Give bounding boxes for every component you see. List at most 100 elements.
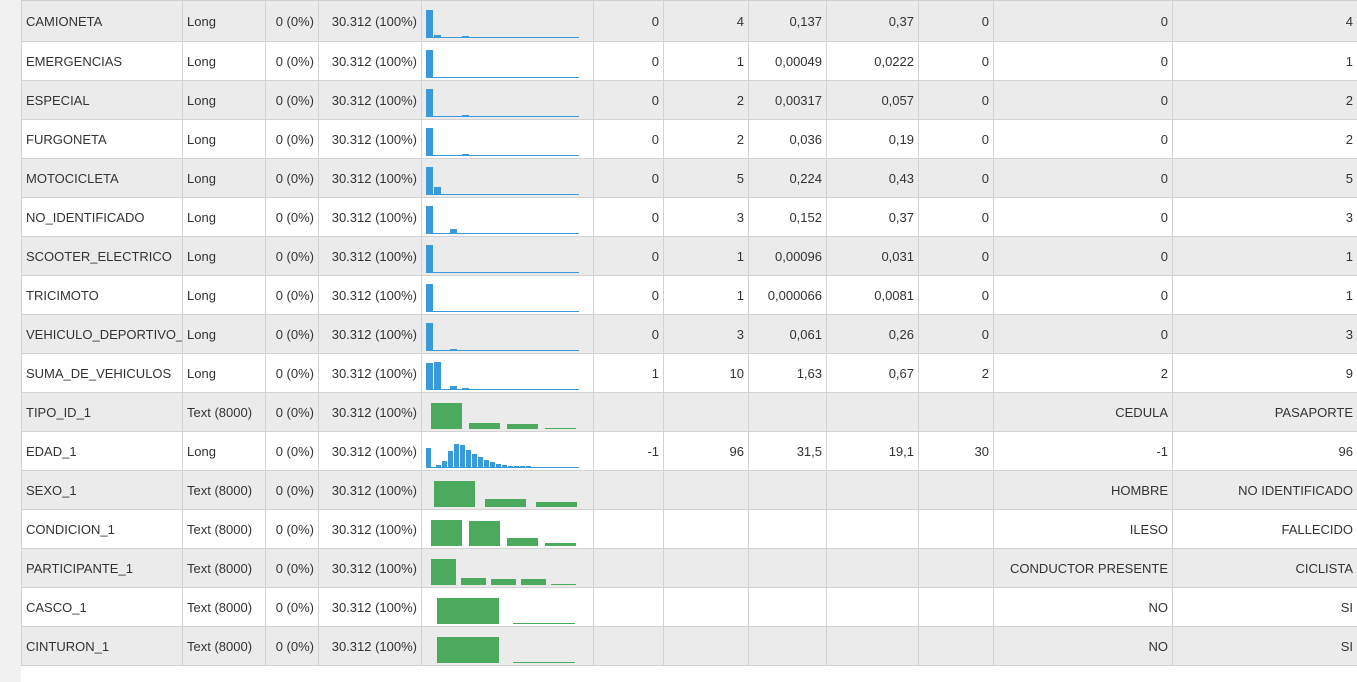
median-cell [918, 392, 994, 432]
std-dev-cell: 0,26 [826, 314, 919, 354]
last-value-cell: CICLISTA [1172, 548, 1357, 588]
histogram-bar [536, 501, 577, 507]
histogram-bar [450, 228, 457, 234]
table-row[interactable]: VEHICULO_DEPORTIVO_ Long 0 (0%) 30.312 (100… [21, 314, 1357, 354]
column-type-cell: Text (8000) [182, 587, 266, 627]
histogram-cell [421, 392, 594, 432]
histogram-bar [434, 480, 475, 507]
max-cell [663, 548, 749, 588]
histogram-bar [491, 578, 516, 585]
min-cell [593, 392, 664, 432]
histogram-bar [545, 427, 576, 429]
distinct-count-cell: 30.312 (100%) [318, 314, 422, 354]
min-cell: 0 [593, 80, 664, 120]
histogram-bar [426, 49, 433, 78]
std-dev-cell [826, 509, 919, 549]
histogram-chart [426, 48, 579, 78]
first-value-cell: 0 [993, 0, 1173, 42]
column-type-cell: Long [182, 314, 266, 354]
statistics-table-container: CAMIONETA Long 0 (0%) 30.312 (100%) 0 4 0,137 0… [21, 0, 1357, 682]
histogram-chart [426, 282, 579, 312]
first-value-cell: ILESO [993, 509, 1173, 549]
table-row[interactable]: EMERGENCIAS Long 0 (0%) 30.312 (100%) 0 1 0,00… [21, 41, 1357, 81]
std-dev-cell: 19,1 [826, 431, 919, 471]
missing-count-cell: 0 (0%) [265, 353, 319, 393]
first-value-cell: 0 [993, 119, 1173, 159]
median-cell: 0 [918, 197, 994, 237]
histogram-bar [462, 114, 469, 117]
table-row[interactable]: SUMA_DE_VEHICULOS Long 0 (0%) 30.312 (100%)… [21, 353, 1357, 393]
histogram-chart [426, 243, 579, 273]
table-row[interactable]: CONDICION_1 Text (8000) 0 (0%) 30.312 (100%… [21, 509, 1357, 549]
distinct-count-cell: 30.312 (100%) [318, 80, 422, 120]
mean-cell: 0,00317 [748, 80, 827, 120]
missing-count-cell: 0 (0%) [265, 626, 319, 666]
median-cell: 0 [918, 80, 994, 120]
histogram-baseline [426, 154, 579, 156]
min-cell: 1 [593, 353, 664, 393]
last-value-cell: SI [1172, 587, 1357, 627]
table-row[interactable]: CASCO_1 Text (8000) 0 (0%) 30.312 (100%) NO S… [21, 587, 1357, 627]
distinct-count-cell: 30.312 (100%) [318, 275, 422, 315]
histogram-bar [551, 583, 576, 585]
median-cell [918, 548, 994, 588]
first-value-cell: -1 [993, 431, 1173, 471]
histogram-cell [421, 626, 594, 666]
histogram-bar [462, 35, 469, 38]
table-row[interactable]: NO_IDENTIFICADO Long 0 (0%) 30.312 (100%) 0 3… [21, 197, 1357, 237]
column-name-cell: SUMA_DE_VEHICULOS [21, 353, 183, 393]
table-row[interactable]: EDAD_1 Long 0 (0%) 30.312 (100%) -1 96 31,5 19,… [21, 431, 1357, 471]
column-type-cell: Text (8000) [182, 509, 266, 549]
table-row[interactable]: CINTURON_1 Text (8000) 0 (0%) 30.312 (100%)… [21, 626, 1357, 666]
distinct-count-cell: 30.312 (100%) [318, 158, 422, 198]
max-cell: 1 [663, 236, 749, 276]
histogram-bar [478, 456, 483, 468]
histogram-baseline [426, 193, 579, 195]
max-cell: 3 [663, 314, 749, 354]
column-name-cell: CASCO_1 [21, 587, 183, 627]
mean-cell [748, 548, 827, 588]
table-row[interactable]: FURGONETA Long 0 (0%) 30.312 (100%) 0 2 0,036 0… [21, 119, 1357, 159]
histogram-chart [426, 360, 579, 390]
table-row[interactable]: SEXO_1 Text (8000) 0 (0%) 30.312 (100%) HOMB… [21, 470, 1357, 510]
last-value-cell: 1 [1172, 41, 1357, 81]
histogram-bar [426, 9, 433, 38]
histogram-chart [426, 321, 579, 351]
histogram-cell [421, 548, 594, 588]
missing-count-cell: 0 (0%) [265, 41, 319, 81]
table-row[interactable]: ESPECIAL Long 0 (0%) 30.312 (100%) 0 2 0,00317… [21, 80, 1357, 120]
histogram-bar [448, 450, 453, 468]
histogram-bar [461, 577, 486, 585]
missing-count-cell: 0 (0%) [265, 197, 319, 237]
max-cell: 96 [663, 431, 749, 471]
missing-count-cell: 0 (0%) [265, 0, 319, 42]
histogram-chart [426, 8, 579, 38]
max-cell: 3 [663, 197, 749, 237]
missing-count-cell: 0 (0%) [265, 392, 319, 432]
missing-count-cell: 0 (0%) [265, 431, 319, 471]
histogram-bar [460, 444, 465, 468]
statistics-table: CAMIONETA Long 0 (0%) 30.312 (100%) 0 4 0,137 0… [21, 0, 1357, 666]
mean-cell: 0,224 [748, 158, 827, 198]
std-dev-cell: 0,0081 [826, 275, 919, 315]
table-row[interactable]: CAMIONETA Long 0 (0%) 30.312 (100%) 0 4 0,137 0… [21, 0, 1357, 42]
histogram-baseline [426, 349, 579, 351]
histogram-bar [513, 661, 575, 663]
histogram-cell [421, 353, 594, 393]
std-dev-cell: 0,67 [826, 353, 919, 393]
std-dev-cell: 0,37 [826, 0, 919, 42]
table-row[interactable]: TRICIMOTO Long 0 (0%) 30.312 (100%) 0 1 0,0000… [21, 275, 1357, 315]
table-row[interactable]: SCOOTER_ELECTRICO Long 0 (0%) 30.312 (100%)… [21, 236, 1357, 276]
histogram-bar [496, 463, 501, 468]
histogram-bar [454, 443, 459, 468]
std-dev-cell: 0,031 [826, 236, 919, 276]
std-dev-cell: 0,19 [826, 119, 919, 159]
table-row[interactable]: MOTOCICLETA Long 0 (0%) 30.312 (100%) 0 5 0,22… [21, 158, 1357, 198]
last-value-cell: 4 [1172, 0, 1357, 42]
std-dev-cell [826, 470, 919, 510]
table-row[interactable]: PARTICIPANTE_1 Text (8000) 0 (0%) 30.312 (1… [21, 548, 1357, 588]
column-name-cell: FURGONETA [21, 119, 183, 159]
min-cell: 0 [593, 314, 664, 354]
table-row[interactable]: TIPO_ID_1 Text (8000) 0 (0%) 30.312 (100%) C… [21, 392, 1357, 432]
histogram-bar [462, 153, 469, 156]
